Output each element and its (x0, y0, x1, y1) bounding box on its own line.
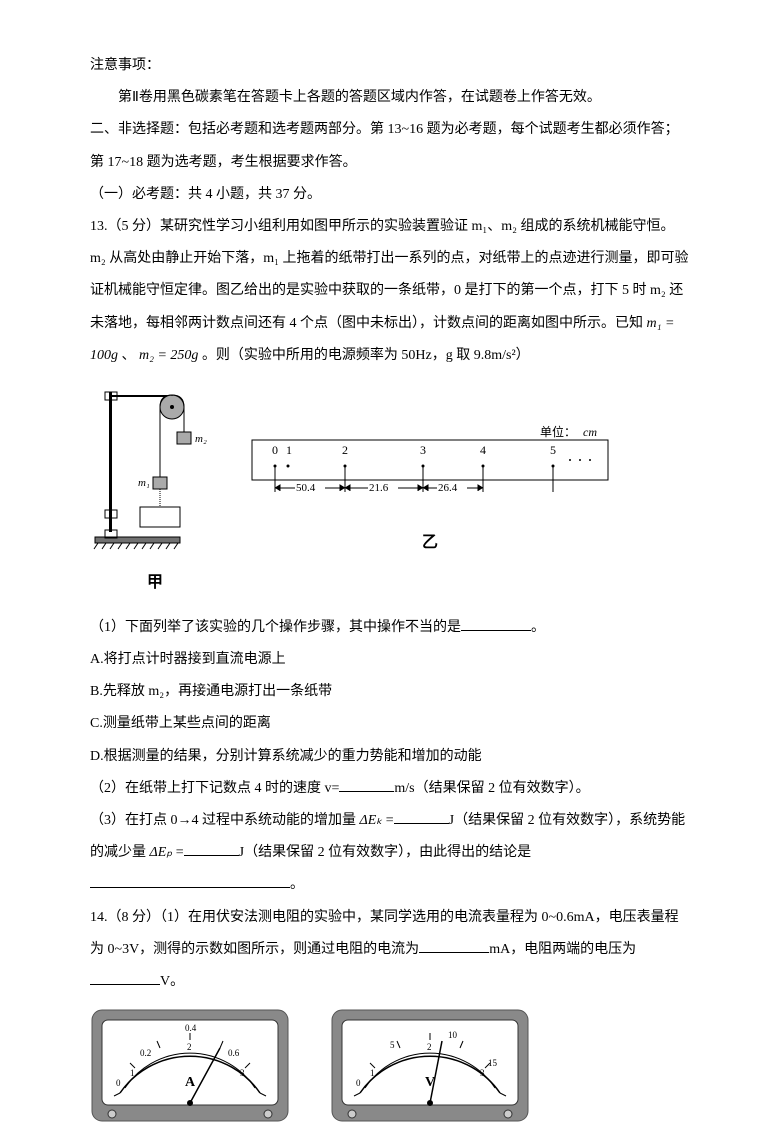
q13-sub3-tail: 。 (290, 877, 304, 892)
blank-sub1 (461, 617, 531, 631)
tape-svg: 单位： cm 01 2 3 4 5 (250, 422, 610, 512)
svg-text:2: 2 (342, 443, 348, 457)
fig-jia-label: 甲 (90, 565, 220, 602)
q13-optA: A.将打点计时器接到直流电源上 (90, 644, 690, 676)
svg-text:15: 15 (488, 1058, 498, 1068)
ammeter-svg: 0 0.2 0.4 0.6 1 2 3 A (90, 1008, 290, 1123)
q13-stem: 13.（5 分）某研究性学习小组利用如图甲所示的实验装置验证 m₁、m₂ 组成的… (90, 211, 690, 372)
svg-text:3: 3 (240, 1068, 245, 1078)
svg-text:1: 1 (370, 1068, 375, 1078)
voltmeter-svg: 05 1015 123 V (330, 1008, 530, 1123)
svg-text:cm: cm (583, 425, 597, 439)
svg-text:0.2: 0.2 (140, 1048, 151, 1058)
svg-text:21.6: 21.6 (369, 482, 389, 494)
q13-sub1-lead: （1）下面列举了该实验的几个操作步骤，其中操作不当的是 (90, 620, 461, 635)
svg-text:1: 1 (286, 443, 292, 457)
q13-stem-text: 13.（5 分）某研究性学习小组利用如图甲所示的实验装置验证 m₁、m₂ 组成的… (90, 219, 689, 331)
svg-text:0: 0 (272, 443, 278, 457)
q13-optB: B.先释放 m₂，再接通电源打出一条纸带 (90, 676, 690, 708)
svg-text:10: 10 (448, 1030, 458, 1040)
svg-text:50.4: 50.4 (296, 482, 316, 494)
eq1: = (382, 813, 393, 828)
svg-text:单位：: 单位： (540, 424, 576, 439)
blank-dEk (394, 810, 449, 824)
blank-dEp (184, 842, 239, 856)
eq2: = (172, 845, 183, 860)
blank-v (339, 778, 394, 792)
notice-body: 第Ⅱ卷用黑色碳素笔在答题卡上各题的答题区域内作答，在试题卷上作答无效。 (90, 82, 690, 114)
notice-header: 注意事项： (90, 50, 690, 82)
q13-figures: m₂ m₁ 甲 单位： cm (90, 382, 690, 602)
apparatus-figure: m₂ m₁ 甲 (90, 382, 220, 602)
q13-stem-tail: 。则（实验中所用的电源频率为 50Hz，g 取 9.8m/s²） (202, 348, 530, 363)
q14-tail: V。 (160, 974, 184, 989)
q13-sub3-lead: （3）在打点 0→4 过程中系统动能的增加量 (90, 813, 356, 828)
svg-text:0: 0 (356, 1078, 361, 1088)
svg-text:1: 1 (130, 1068, 135, 1078)
section2-intro: 二、非选择题：包括必考题和选考题两部分。第 13~16 题为必考题，每个试题考生… (90, 114, 690, 178)
q14-stem: 14.（8 分）（1）在用伏安法测电阻的实验中，某同学选用的电流表量程为 0~0… (90, 902, 690, 999)
q13-sub3-mid2: J（结果保留 2 位有效数字），由此得出的结论是 (239, 845, 531, 860)
q13-sub1-tail: 。 (531, 620, 545, 635)
svg-text:3: 3 (420, 443, 426, 457)
q13-sub3: （3）在打点 0→4 过程中系统动能的增加量 ΔEₖ = J（结果保留 2 位有效… (90, 805, 690, 902)
svg-text:m₂: m₂ (195, 433, 207, 445)
meters-row: 00.2 0.40.6 123 A 05 1015 123 V (90, 1008, 690, 1123)
svg-text:0.6: 0.6 (228, 1048, 240, 1058)
q13-sub2: （2）在纸带上打下记数点 4 时的速度 v= m/s（结果保留 2 位有效数字）。 (90, 773, 690, 805)
blank-conclusion (90, 874, 290, 888)
q13-sub1: （1）下面列举了该实验的几个操作步骤，其中操作不当的是 。 (90, 612, 690, 644)
apparatus-svg: m₂ m₁ (90, 382, 220, 552)
q13-sub2-lead: （2）在纸带上打下记数点 4 时的速度 v= (90, 781, 339, 796)
svg-text:A: A (185, 1075, 196, 1090)
tape-figure: 单位： cm 01 2 3 4 5 (250, 422, 610, 562)
svg-text:26.4: 26.4 (438, 482, 458, 494)
q13-sub2-tail: m/s（结果保留 2 位有效数字）。 (394, 781, 589, 796)
dEk: ΔEₖ (360, 813, 383, 828)
q13-m2: m₂ = 250g (139, 348, 198, 363)
svg-text:m₁: m₁ (138, 477, 150, 489)
blank-current (419, 939, 489, 953)
q13-comma: 、 (122, 348, 136, 363)
blank-voltage (90, 971, 160, 985)
svg-text:5: 5 (390, 1040, 395, 1050)
q13-optC: C.测量纸带上某些点间的距离 (90, 708, 690, 740)
fig-yi-label: 乙 (250, 525, 610, 562)
q14-mid: mA，电阻两端的电压为 (489, 942, 636, 957)
svg-text:0: 0 (116, 1078, 121, 1088)
svg-text:4: 4 (480, 443, 486, 457)
svg-text:0.4: 0.4 (185, 1023, 197, 1033)
svg-text:2: 2 (187, 1042, 192, 1052)
dEp: ΔEₚ (150, 845, 173, 860)
svg-text:2: 2 (427, 1042, 432, 1052)
q13-optD: D.根据测量的结果，分别计算系统减少的重力势能和增加的动能 (90, 741, 690, 773)
svg-text:3: 3 (480, 1068, 485, 1078)
mandatory-header: （一）必考题：共 4 小题，共 37 分。 (90, 179, 690, 211)
svg-text:5: 5 (550, 443, 556, 457)
